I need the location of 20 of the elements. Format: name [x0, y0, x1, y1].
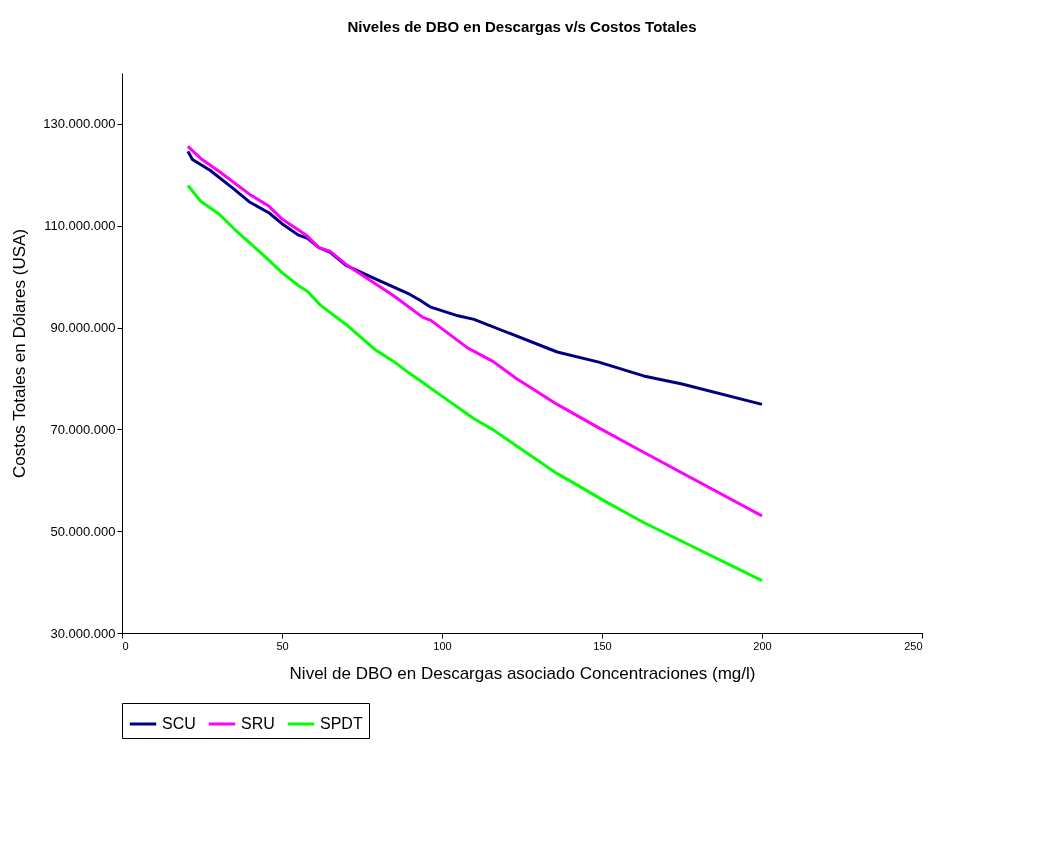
- y-tick-label: 130.000.000: [43, 116, 116, 132]
- y-axis-title: Costos Totales en Dólares (USA): [10, 228, 30, 479]
- y-tick-label: 50.000.000: [50, 523, 116, 539]
- chart-title: Niveles de DBO en Descargas v/s Costos Totales: [347, 18, 697, 35]
- x-tick-label: 200: [753, 639, 772, 652]
- y-tick-label: 90.000.000: [50, 320, 116, 336]
- line-series: [186, 184, 764, 583]
- x-tick-label: 250: [904, 639, 923, 652]
- line-series: [186, 144, 764, 518]
- legend-label: SCU: [162, 715, 196, 732]
- legend-label: SPDT: [320, 715, 363, 732]
- x-tick-label: 150: [593, 639, 612, 652]
- legend-label: SRU: [241, 715, 275, 732]
- y-tick-label: 110.000.000: [44, 218, 116, 234]
- x-tick-label: 0: [122, 639, 129, 652]
- y-tick-label: 30.000.000: [50, 625, 116, 641]
- y-tick-label: 70.000.000: [50, 421, 116, 437]
- x-tick-label: 50: [276, 639, 289, 652]
- x-tick-label: 100: [433, 639, 452, 652]
- x-axis-title: Nivel de DBO en Descargas asociado Concentraciones (mg/l): [289, 663, 756, 683]
